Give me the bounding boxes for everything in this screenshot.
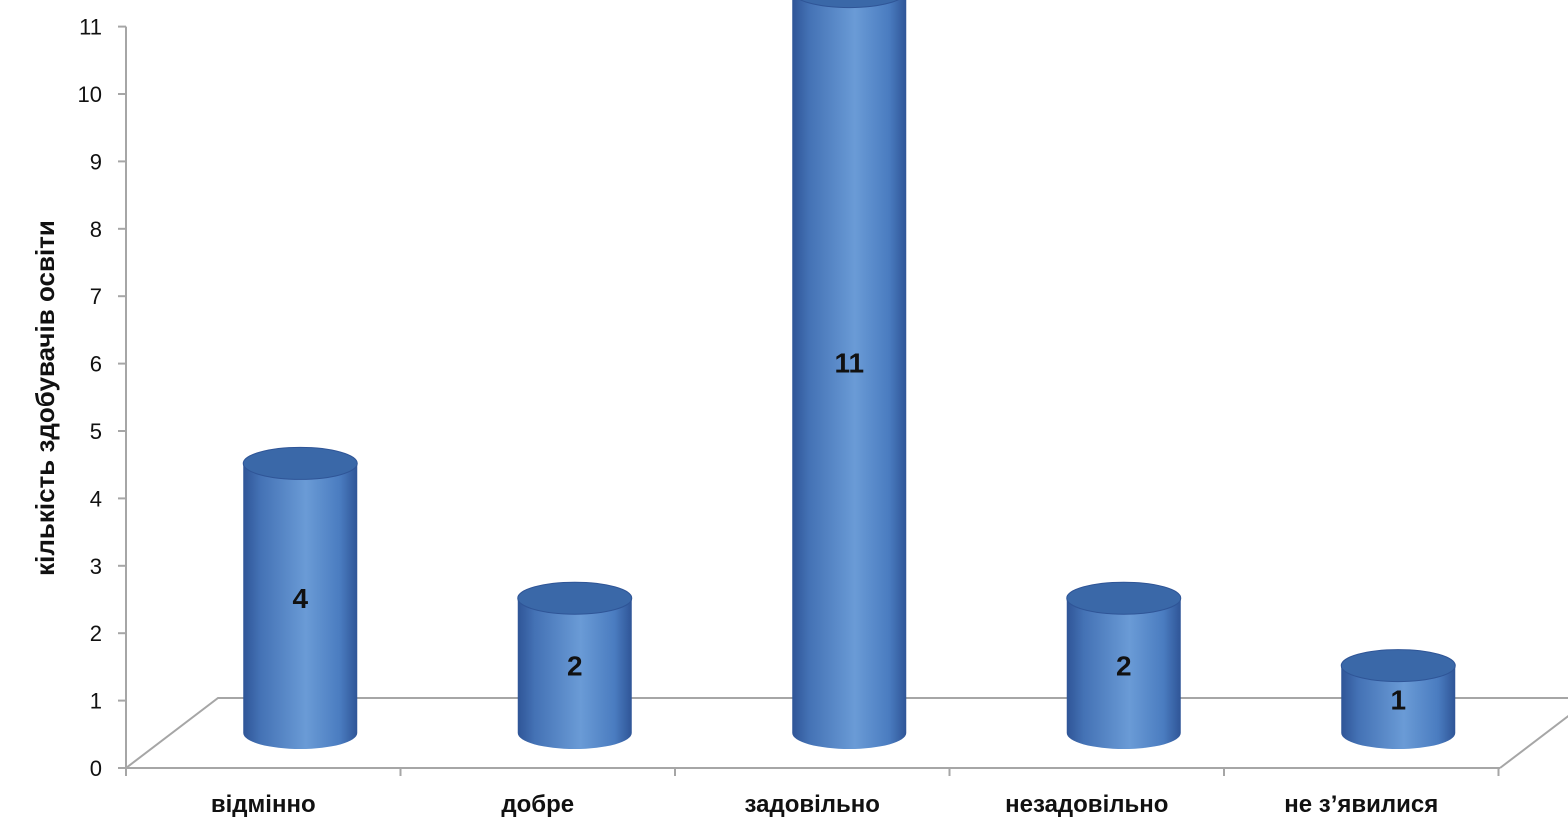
bar-top [242,446,358,480]
x-tick-label: незадовільно [1005,791,1168,818]
y-axis-title: кількість здобувачів освіти [30,220,60,576]
y-tick-label: 9 [90,149,102,174]
x-tick-label: задовільно [745,791,880,818]
y-tick-label: 2 [90,621,102,646]
bar-body [243,463,358,749]
data-label: 11 [834,347,864,378]
data-label: 4 [292,583,308,614]
y-tick-label: 4 [90,486,102,511]
bar-body [517,598,632,749]
bar [792,0,907,749]
x-axis: відмінно добре задовільно незадовільно не з’… [125,767,1500,818]
data-label: 2 [1116,651,1132,682]
x-tick-label: не з’явилися [1284,791,1438,818]
bar [242,446,358,749]
bar [1340,649,1456,749]
bar [517,581,633,749]
data-label: 1 [1390,684,1406,715]
bars [242,0,1456,749]
bar-top [517,581,633,615]
data-labels: 4 2 11 2 1 [292,347,1406,715]
bar-body [792,0,907,749]
y-tick-label: 0 [90,756,102,781]
bar-top [799,0,899,9]
bar-body [1341,665,1456,749]
y-tick-label: 5 [90,419,102,444]
y-tick-label: 3 [90,554,102,579]
y-axis: 0 1 2 3 4 5 6 7 8 9 10 11 [78,15,127,781]
y-tick-label: 10 [78,82,102,107]
bar [1066,581,1182,749]
y-tick-label: 11 [79,15,102,40]
x-tick-label: відмінно [211,791,316,818]
y-tick-label: 8 [90,217,102,242]
bar-body [1066,598,1181,749]
y-tick-label: 1 [90,689,102,714]
x-tick-label: добре [501,791,574,818]
data-label: 2 [567,651,583,682]
bar-top [1340,649,1456,683]
bar-top [1066,581,1182,615]
y-tick-label: 6 [90,352,102,377]
y-tick-label: 7 [90,284,102,309]
